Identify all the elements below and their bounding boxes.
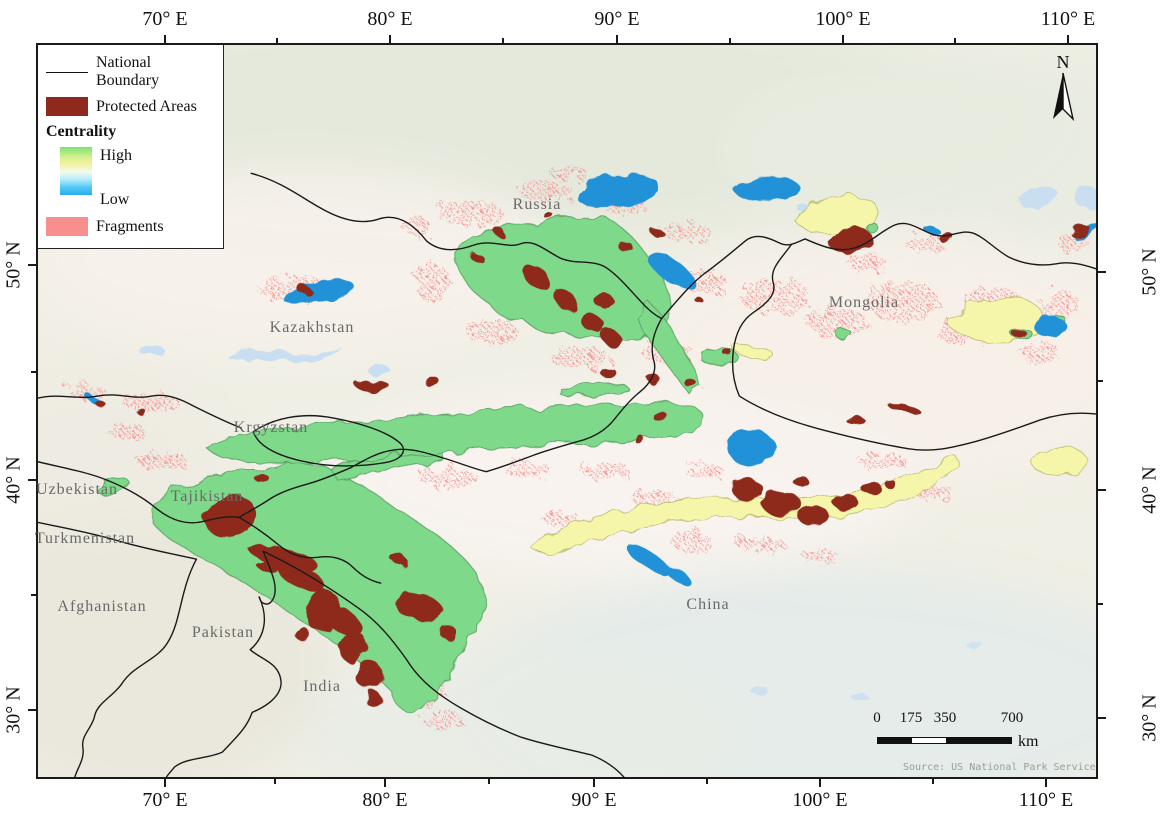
axis-tick-top	[729, 38, 731, 43]
protected-areas-swatch	[46, 97, 88, 116]
centrality-title: Centrality	[46, 123, 117, 140]
axis-tick-right	[1098, 271, 1106, 273]
scale-bar-track	[877, 737, 1012, 744]
country-label-kazakhstan: Kazakhstan	[269, 319, 355, 336]
centrality-high-label: High	[100, 147, 132, 164]
legend-item-fragments: Fragments	[46, 217, 215, 236]
axis-label-bottom: 100° E	[792, 789, 848, 811]
axis-label-right: 50° N	[1138, 248, 1161, 296]
scale-bar-segment	[912, 738, 946, 743]
axis-label-left: 50° N	[2, 241, 25, 289]
axis-label-bottom: 80° E	[362, 789, 408, 811]
axis-label-top: 90° E	[594, 8, 640, 30]
axis-label-top: 110° E	[1040, 8, 1096, 30]
source-text: Source: US National Park Service	[903, 762, 1096, 773]
country-label-krgyzstan: Krgyzstan	[233, 419, 309, 436]
country-label-russia: Russia	[512, 196, 562, 213]
scale-bar-number: 0	[873, 710, 881, 726]
north-arrow-label: N	[1056, 52, 1070, 72]
axis-tick-left	[28, 264, 36, 266]
country-label-india: India	[303, 678, 341, 695]
country-label-tajikistan: Tajikistan	[170, 488, 244, 505]
axis-tick-right	[1098, 489, 1106, 491]
centrality-high-layer	[97, 215, 1065, 712]
axis-tick-left	[28, 479, 36, 481]
legend-item-protected-areas: Protected Areas	[46, 97, 215, 116]
axis-tick-right	[1098, 603, 1103, 605]
axis-tick-top	[502, 38, 504, 43]
national-boundary-line-swatch	[46, 65, 88, 79]
centrality-mid-layer	[530, 194, 1087, 553]
axis-label-left: 40° N	[2, 456, 25, 504]
axis-label-right: 30° N	[1138, 694, 1161, 742]
axis-tick-left	[28, 709, 36, 711]
national-boundary-label: National Boundary	[96, 54, 160, 89]
centrality-low-layer	[87, 174, 1096, 585]
country-label-afghanistan: Afghanistan	[57, 598, 147, 615]
centrality-low-label: Low	[100, 191, 130, 208]
axis-tick-bottom	[1045, 779, 1047, 787]
axis-label-bottom: 70° E	[142, 789, 188, 811]
north-arrow: N	[1042, 53, 1084, 121]
axis-tick-bottom	[706, 779, 708, 784]
axis-tick-bottom	[274, 779, 276, 784]
axis-tick-bottom	[384, 779, 386, 787]
axis-tick-bottom	[593, 779, 595, 787]
axis-label-left: 30° N	[2, 686, 25, 734]
legend-item-centrality: High Low	[60, 147, 215, 209]
north-arrow-glyph	[1053, 72, 1075, 121]
axis-tick-top	[276, 38, 278, 43]
country-label-china: China	[686, 596, 730, 613]
axis-tick-bottom	[932, 779, 934, 784]
axis-tick-bottom	[488, 779, 490, 784]
axis-tick-left	[31, 594, 36, 596]
axis-tick-right	[1098, 380, 1103, 382]
axis-tick-top	[389, 35, 391, 43]
legend-item-national-boundary: National Boundary	[46, 54, 215, 90]
country-label-mongolia: Mongolia	[828, 294, 900, 311]
country-label-uzbekistan: Uzbekistan	[36, 481, 118, 498]
axis-tick-bottom	[819, 779, 821, 787]
protected-areas-layer	[94, 212, 1090, 707]
protected-areas-label: Protected Areas	[96, 97, 197, 115]
scale-bar-number: 350	[933, 710, 957, 726]
scale-bar-unit: km	[1018, 733, 1039, 750]
axis-tick-top	[1067, 35, 1069, 43]
axis-tick-right	[1098, 717, 1106, 719]
axis-tick-top	[842, 35, 844, 43]
legend: National Boundary Protected Areas Centra…	[38, 45, 224, 249]
centrality-gradient-swatch	[60, 147, 92, 195]
scale-bar-segment	[946, 738, 1011, 743]
axis-tick-top	[164, 35, 166, 43]
axis-label-bottom: 90° E	[571, 789, 617, 811]
axis-tick-left	[31, 371, 36, 373]
scale-bar-number: 175	[899, 710, 923, 726]
country-label-pakistan: Pakistan	[191, 624, 255, 641]
scale-bar-number: 700	[1000, 710, 1024, 726]
axis-tick-bottom	[164, 779, 166, 787]
axis-label-top: 70° E	[142, 8, 188, 30]
fragments-swatch	[46, 217, 88, 236]
fragments-label: Fragments	[96, 217, 164, 235]
boundaries-layer	[38, 172, 1096, 777]
axis-tick-top	[616, 35, 618, 43]
axis-label-top: 100° E	[815, 8, 871, 30]
axis-label-top: 80° E	[367, 8, 413, 30]
scale-bar-segment	[878, 738, 912, 743]
country-label-turkmenistan: Turkmenistan	[34, 530, 136, 547]
axis-label-bottom: 110° E	[1018, 789, 1074, 811]
axis-label-right: 40° N	[1138, 466, 1161, 514]
axis-tick-top	[954, 38, 956, 43]
